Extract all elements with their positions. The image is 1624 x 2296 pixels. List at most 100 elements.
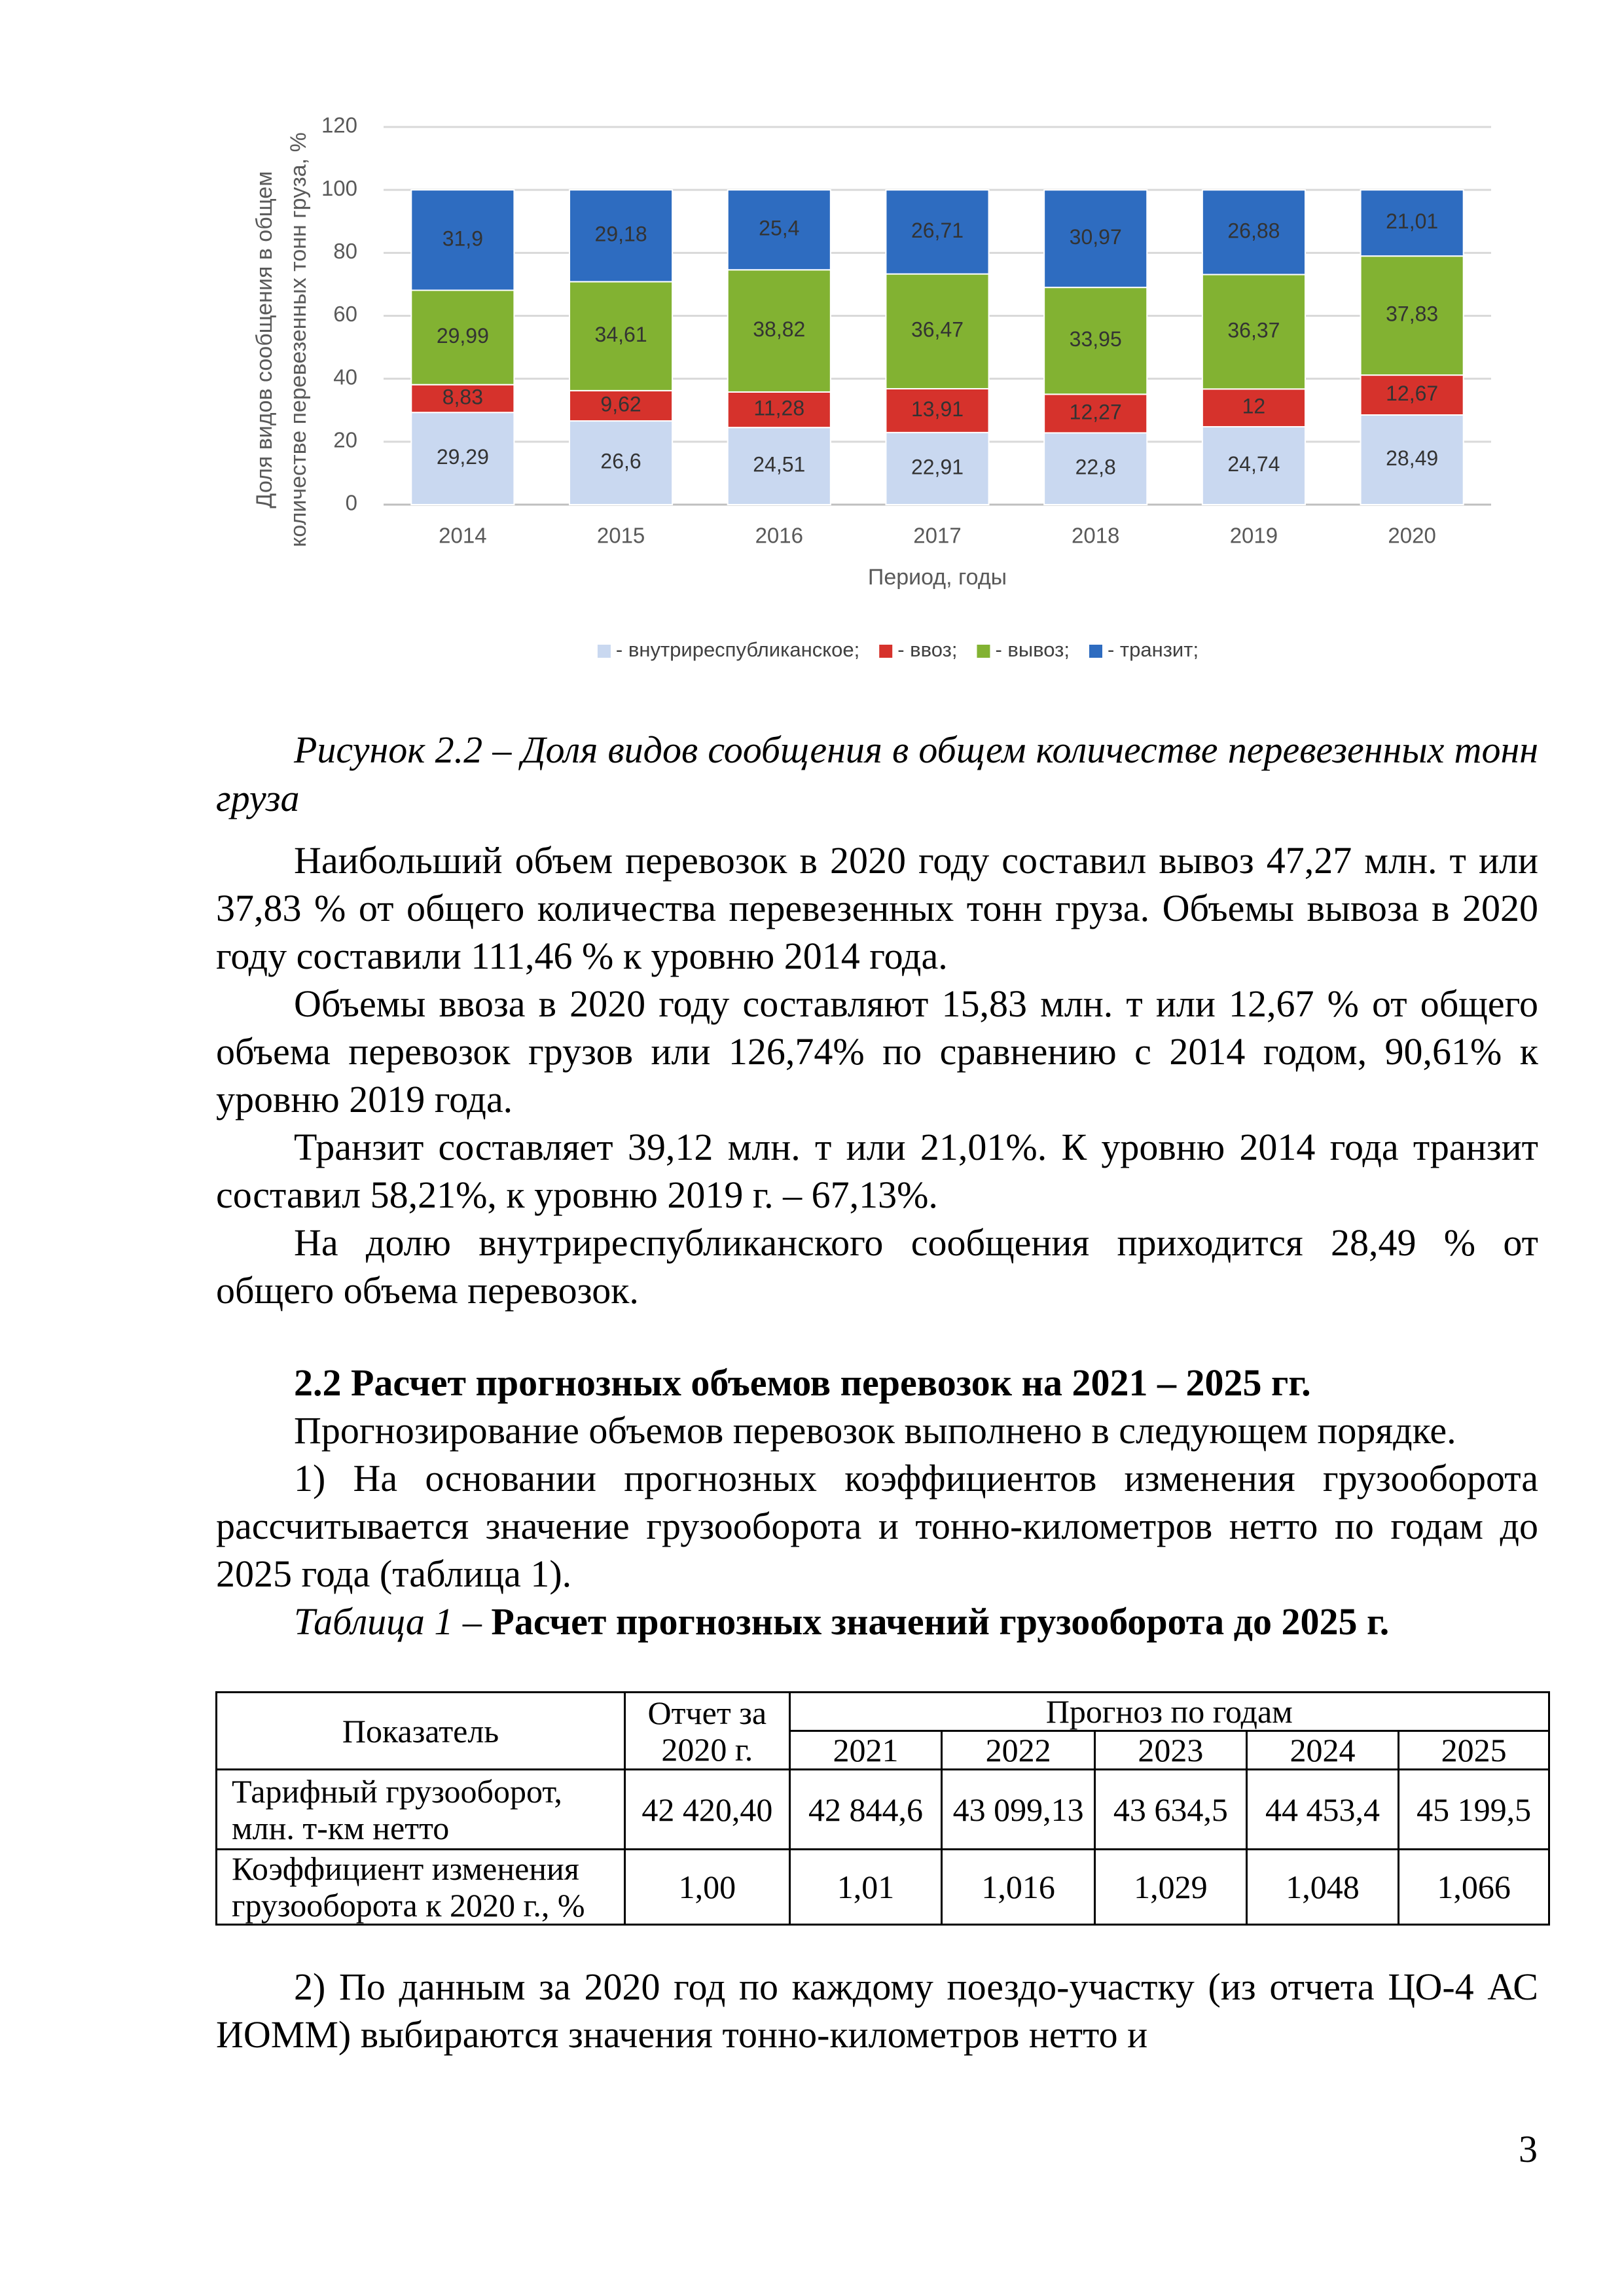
data-label: 13,91 [911,397,964,421]
data-label: 36,47 [911,318,964,342]
table-title-label: Таблица 1 – [294,1600,492,1643]
year-cell: 2023 [1094,1730,1248,1770]
legend-label: - ввоз; [897,638,957,661]
paragraph: Транзит составляет 39,12 млн. т или 21,0… [216,1126,1538,1216]
y-tick-label: 60 [333,302,357,326]
cell: 1,00 [623,1848,791,1926]
data-label: 24,74 [1227,452,1280,476]
data-label: 25,4 [759,217,799,240]
bar-segment [727,427,831,506]
table-title-text: Расчет прогнозных значений грузооборота … [491,1600,1390,1643]
y-tick-label: 20 [333,428,357,452]
bar-segment [1043,393,1148,434]
bar-segment [1201,426,1306,505]
paragraph: На долю внутриреспубликанского сообщения… [216,1221,1538,1312]
y-tick-label: 120 [321,113,357,137]
data-label: 22,91 [911,455,964,478]
x-tick-label: 2019 [1230,524,1278,548]
data-label: 36,37 [1227,318,1280,342]
bar-segment [410,189,515,291]
year-cell: 2022 [941,1730,1096,1770]
bar-segment [410,412,515,506]
bar-segment [727,269,831,393]
bar-segment [1360,414,1464,505]
year-cell: 2021 [788,1730,943,1770]
x-tick-label: 2020 [1388,524,1435,548]
bar-segment [1201,189,1306,276]
data-label: 30,97 [1070,225,1122,249]
data-label: 38,82 [753,317,805,341]
data-label: 26,71 [911,219,964,242]
legend-swatch [977,645,990,658]
cell: 1,01 [788,1848,943,1926]
chart: 0 20 40 60 80 100 120 Доля видов сообщения в об… [252,113,1491,661]
data-label: 9,62 [600,392,641,416]
cell: 1,048 [1245,1848,1400,1926]
data-label: 29,29 [437,445,489,469]
cell: 43 634,5 [1094,1768,1248,1850]
x-axis-title: Период, годы [868,565,1007,590]
header-cell: Прогноз по годам [788,1691,1551,1732]
legend-swatch [1089,645,1102,658]
bar-segment [727,189,831,271]
cell: 44 453,4 [1245,1768,1400,1850]
legend-label: - внутриреспубликанское; [616,638,859,661]
x-tick-label: 2016 [755,524,803,548]
data-label: 24,51 [753,453,805,476]
page-number: 3 [1519,2128,1538,2170]
bar-segment [1043,432,1148,505]
bar-segment [410,384,515,414]
data-label: 12,27 [1070,400,1122,423]
y-axis-title: количестве перевезенных тонн груза, % [286,132,311,547]
table: Показатель Отчет за 2020 г. Прогноз по г… [215,1691,1551,1926]
header-cell: Показатель [215,1691,626,1770]
legend-label: - транзит; [1108,638,1199,661]
paragraph: Наибольший объем перевозок в 2020 году с… [216,839,1538,977]
legend-label: - вывоз; [995,638,1070,661]
y-tick-label: 0 [346,491,357,515]
row-label: Коэффициент изменения грузооборота к 202… [215,1848,626,1926]
cell: 42 844,6 [788,1768,943,1850]
bar-segment [1201,274,1306,390]
header-cell: Отчет за 2020 г. [623,1691,791,1770]
legend-swatch [879,645,893,658]
data-label: 11,28 [753,396,804,420]
data-label: 8,83 [442,385,483,408]
row-label: Тарифный грузооборот, млн. т-км нетто [215,1768,626,1850]
y-axis-title: Доля видов сообщения в общем [252,171,277,508]
bar-segment [1043,287,1148,395]
data-label: 37,83 [1386,302,1438,326]
data-label: 26,6 [600,450,641,473]
y-tick-label: 80 [333,239,357,263]
bar-segment [885,273,990,389]
data-label: 33,95 [1070,327,1122,351]
data-label: 34,61 [595,323,647,346]
bar-segment [885,431,990,505]
section: 2.2 Расчет прогнозных объемов перевозок … [216,1359,1538,1645]
closing-block: 2) По данным за 2020 год по каждому поез… [216,1963,1538,2058]
year-cell: 2024 [1245,1730,1400,1770]
cell: 1,016 [941,1848,1096,1926]
y-tick-label: 40 [333,365,357,389]
bar-segment [410,289,515,386]
paragraph: 2) По данным за 2020 год по каждому поез… [216,1965,1538,2056]
data-label: 28,49 [1386,446,1438,470]
bar-segment [569,189,674,283]
figure-caption-block: Рисунок 2.2 – Доля видов сообщения в общ… [216,726,1538,823]
x-tick-label: 2017 [913,524,961,548]
paragraphs: Наибольший объем перевозок в 2020 году с… [216,836,1538,1314]
data-label: 29,18 [595,223,647,246]
bar-segment [1360,374,1464,416]
x-tick-label: 2014 [439,524,486,548]
data-label: 29,99 [437,324,489,348]
table-title: Таблица 1 – Расчет прогнозных значений г… [216,1598,1538,1645]
figure-caption: Рисунок 2.2 – Доля видов сообщения в общ… [216,728,1538,819]
legend-swatch [597,645,611,658]
data-label: 21,01 [1386,209,1438,233]
paragraph: Прогнозирование объемов перевозок выполн… [294,1409,1456,1452]
bar-segment [1360,255,1464,376]
paragraph: Объемы ввоза в 2020 году составляют 15,8… [216,982,1538,1121]
cell: 42 420,40 [623,1768,791,1850]
y-tick-label: 100 [321,176,357,200]
